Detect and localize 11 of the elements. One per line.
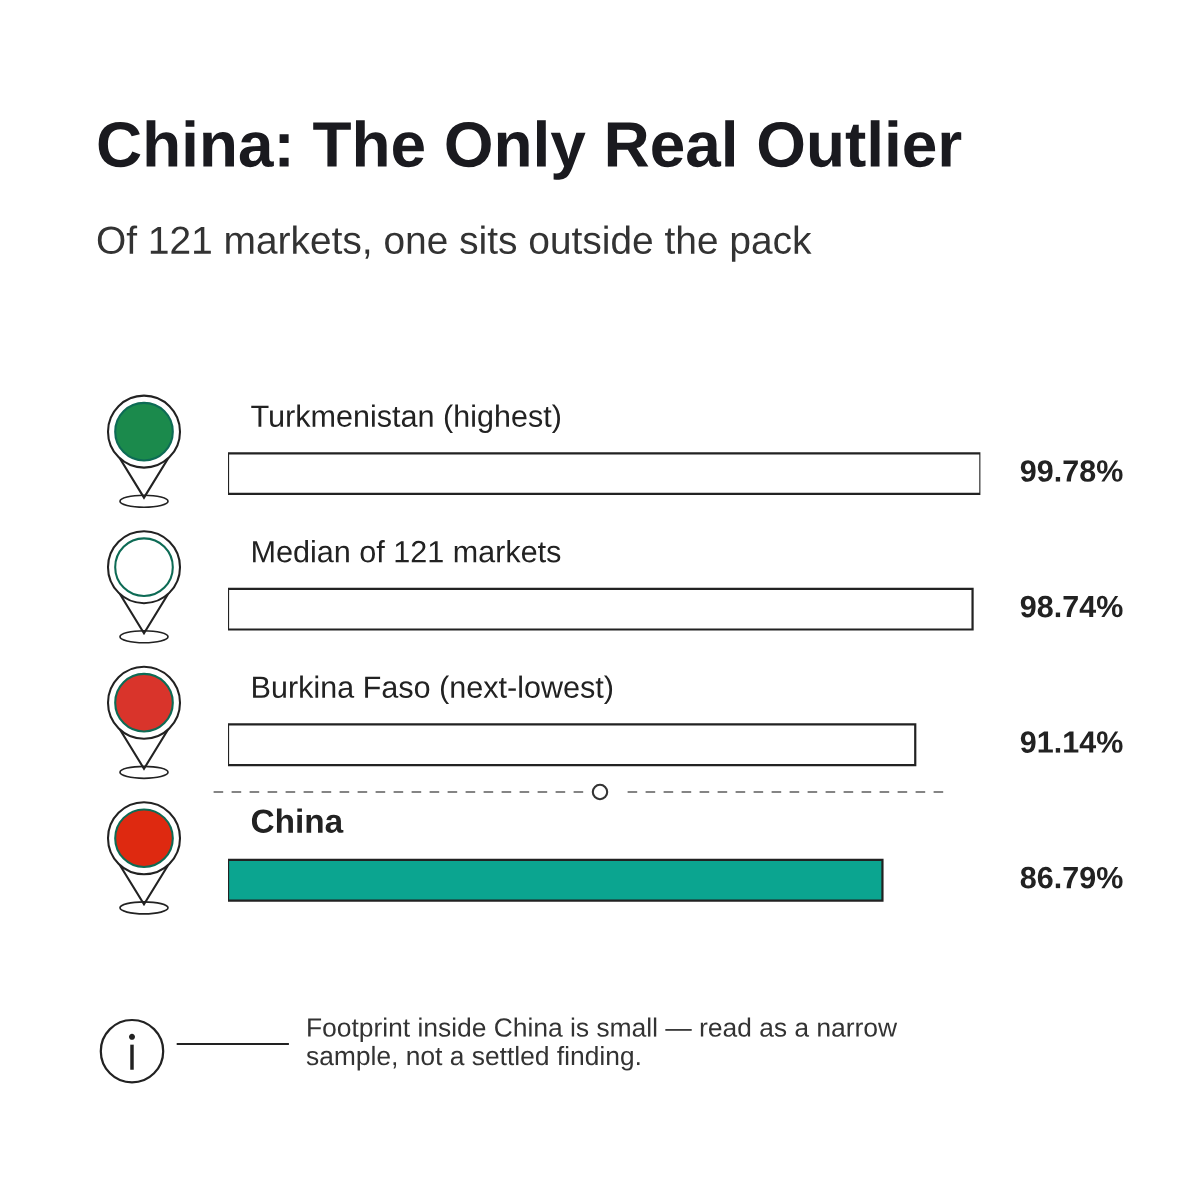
- chart-subtitle: Of 121 markets, one sits outside the pack: [97, 225, 812, 262]
- data-label: 91.14%: [1020, 731, 1123, 753]
- text: Footprint inside China is small — read as a narrow sample, not a settled finding.: [306, 1017, 898, 1071]
- y-tick-label: Turkmenistan (highest): [251, 404, 560, 433]
- data-label: 99.78%: [1020, 460, 1123, 482]
- data-label: 98.74%: [1020, 595, 1123, 618]
- chart-title: China: The Only Real Outlier: [98, 120, 962, 180]
- y-tick-label: Median of 121 markets: [253, 540, 561, 563]
- data-label: 86.79%: [1020, 866, 1123, 889]
- y-tick-label: Burkina Faso (next-lowest): [253, 675, 613, 705]
- y-tick-label: China: [251, 808, 344, 833]
